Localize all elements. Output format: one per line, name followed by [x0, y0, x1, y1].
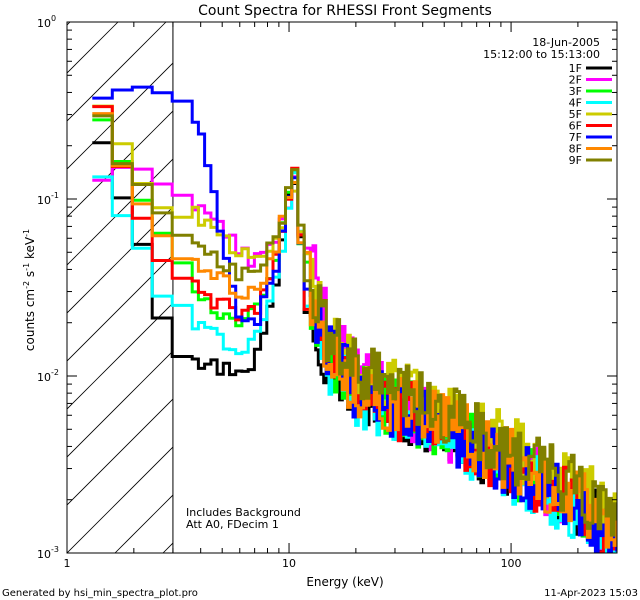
- y-axis-label-exp2: -1: [22, 263, 31, 271]
- hatch-stripe: [67, 206, 173, 314]
- y-tick-exponent: -2: [51, 368, 59, 377]
- y-tick-label: 10: [37, 194, 51, 207]
- hatch-stripe: [0, 22, 22, 553]
- legend-label-3F: 3F: [569, 85, 582, 98]
- hatch-stripe: [67, 158, 173, 266]
- hatch-stripe: [67, 398, 173, 506]
- x-tick-label: 10: [282, 557, 296, 570]
- x-tick-label: 1: [64, 557, 71, 570]
- hatch-stripe: [67, 22, 119, 74]
- legend-label-2F: 2F: [569, 74, 582, 87]
- legend-label-8F: 8F: [569, 143, 582, 156]
- hatch-stripe: [67, 302, 173, 410]
- annotation-background: Includes Background: [186, 506, 301, 519]
- y-axis-label-mid2: keV: [23, 236, 37, 263]
- y-tick-label: 10: [37, 371, 51, 384]
- legend-label-5F: 5F: [569, 108, 582, 121]
- x-tick-labels: 1 10 100: [64, 557, 522, 570]
- y-axis-label-exp3: -1: [22, 229, 31, 237]
- hatch-stripe: [67, 62, 173, 170]
- y-tick-label: 10: [37, 548, 51, 561]
- hatch-stripe: [67, 254, 173, 362]
- series-line-8F: [92, 112, 617, 549]
- y-axis-label-exp1: -2: [22, 281, 31, 289]
- plot-frame: [66, 21, 618, 554]
- footer-timestamp: 11-Apr-2023 15:03: [544, 588, 638, 599]
- hatch-stripe: [67, 446, 173, 553]
- y-tick-exponent: -1: [51, 191, 59, 200]
- y-tick-label: 10: [37, 17, 51, 30]
- series-line-9F: [92, 114, 617, 537]
- chart-title: Count Spectra for RHESSI Front Segments: [198, 3, 492, 19]
- x-tick-label: 100: [501, 557, 522, 570]
- axis-ticks: [66, 21, 618, 554]
- footer-generator: Generated by hsi_min_spectra_plot.pro: [2, 588, 198, 599]
- date-label: 18-Jun-2005: [532, 36, 600, 49]
- legend-label-9F: 9F: [569, 154, 582, 167]
- legend-label-6F: 6F: [569, 120, 582, 133]
- hatch-stripe: [67, 110, 173, 218]
- hatch-stripe: [67, 22, 71, 26]
- annotation-attenuator: Att A0, FDecim 1: [186, 518, 279, 531]
- y-axis-label-mid1: s: [23, 271, 37, 281]
- hatch-stripe: [67, 22, 167, 122]
- series-layer: [92, 85, 617, 553]
- x-axis-label: Energy (keV): [306, 575, 383, 589]
- legend-label-7F: 7F: [569, 131, 582, 144]
- y-tick-exponent: 0: [51, 14, 56, 23]
- y-tick-exponent: -3: [51, 545, 59, 554]
- time-range-label: 15:12:00 to 15:13:00: [483, 48, 600, 61]
- y-axis-label-main: counts cm: [23, 289, 37, 351]
- y-axis-label: counts cm-2 s-1 keV-1: [22, 229, 37, 351]
- legend-label-1F: 1F: [569, 62, 582, 75]
- legend-label-4F: 4F: [569, 97, 582, 110]
- hatched-low-energy-region: [0, 22, 173, 553]
